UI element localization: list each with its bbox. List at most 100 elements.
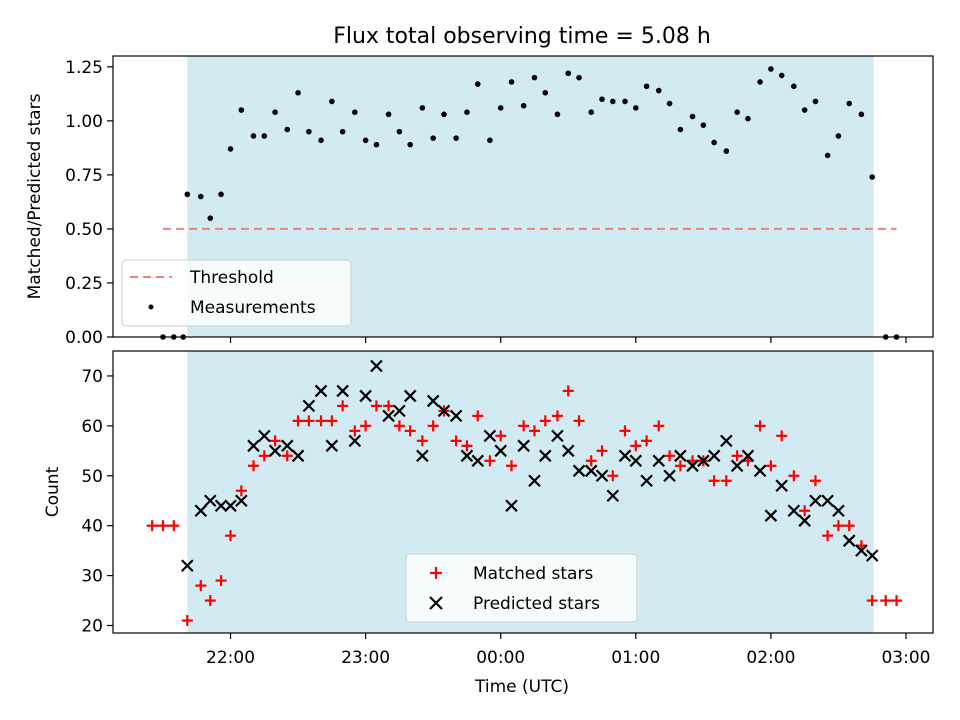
matched-star-point [450,435,462,447]
measurement-point [542,89,549,96]
matched-star-point [349,425,361,437]
matched-star-point [528,425,540,437]
measurement-point [824,152,831,159]
measurement-point [329,98,335,105]
matched-star-point [506,460,518,472]
predicted-star-point [258,429,271,443]
predicted-star-point [528,474,541,488]
matched-star-point [204,595,216,607]
predicted-star-point [247,439,260,453]
measurement-point [778,72,785,79]
bottom-y-tick-label: 20 [81,617,103,637]
top-panel: 0.00 0.25 0.50 0.75 1.00 1.25 Matched/Predict… [25,55,934,348]
matched-star-point [225,530,237,542]
measurement-point [207,215,214,221]
predicted-star-point [291,449,305,463]
measurement-point [689,113,696,120]
matched-star-point [866,595,878,607]
measurement-point [306,128,312,135]
x-axis-label: Time (UTC) [474,677,569,697]
predicted-star-point [842,534,856,547]
measurement-point [284,126,291,133]
measurement-point [554,111,561,118]
measurement-point [396,128,403,135]
matched-star-point [843,520,855,532]
predicted-star-point [370,359,383,373]
top-legend-box [121,259,352,327]
legend-predicted-swatch [429,596,443,610]
top-y-tick-label: 0.75 [65,166,103,186]
measurement-point [622,98,628,105]
predicted-star-point [618,449,632,463]
predicted-star-point [775,479,788,493]
predicted-star-point [460,449,474,463]
bottom-y-tick-label: 70 [81,367,103,387]
matched-star-point [539,415,551,427]
legend-matched-label: Matched stars [473,564,593,584]
matched-star-point [653,420,665,432]
matched-star-point [495,430,507,442]
matched-star-point [472,410,484,422]
legend-measurements-swatch [148,304,154,310]
measurement-point [565,70,572,77]
matched-star-point [607,470,619,482]
top-y-tick-label: 0.50 [65,220,103,240]
matched-star-point [596,445,608,457]
matched-star-point [641,435,653,447]
measurement-point [812,98,819,105]
measurement-point [508,79,515,85]
predicted-star-point [865,549,879,562]
measurement-point [700,122,707,128]
predicted-star-point [393,404,406,418]
predicted-star-point [855,544,868,557]
matched-star-point [551,410,563,422]
bottom-legend: Matched stars Predicted stars [405,553,638,623]
matched-star-point [630,440,642,452]
predicted-star-point [505,499,518,513]
bottom-axes-frame [112,350,934,634]
matched-star-point [404,425,416,437]
bottom-y-axis-label: Count [43,466,63,517]
predicted-star-point [707,449,721,463]
matched-star-point [195,580,207,592]
matched-star-point [247,460,259,472]
top-axes-frame [112,55,934,338]
x-tick-label: 01:00 [611,648,660,668]
predicted-star-point [314,384,328,398]
predicted-star-point [674,449,687,463]
predicted-star-point [551,429,564,443]
matched-star-point [337,400,349,412]
predicted-star-point [517,439,530,453]
predicted-star-point [741,449,755,463]
measurement-point [599,96,605,103]
measurement-point [677,126,684,133]
matched-star-point [562,385,574,397]
predicted-star-point [629,454,643,468]
chart-title: Flux total observing time = 5.08 h [333,24,711,49]
matched-star-point [832,520,844,532]
predicted-star-point [809,494,822,508]
measurement-point [362,137,369,144]
predicted-stars-series [181,359,879,572]
predicted-star-point [235,494,248,508]
x-tick-label: 02:00 [746,648,795,668]
matched-star-point [315,415,327,427]
measurement-point [373,141,380,148]
measurement-point [419,105,426,111]
predicted-star-point [268,444,282,458]
measurement-point [734,109,740,115]
measurement-point [407,141,413,148]
predicted-star-point [449,409,463,423]
predicted-star-point [416,449,429,463]
bottom-panel: 20 30 40 50 60 70 22:00 23:00 00:00 01:00 02:00 03… [43,350,934,697]
measurement-point [430,135,436,141]
matched-star-point [585,455,597,467]
matched-star-point [809,475,821,487]
measurement-point [497,105,504,111]
matched-star-point [326,415,338,427]
predicted-star-point [336,384,349,398]
measurement-point [835,133,842,139]
measurement-point [610,98,616,105]
predicted-star-point [214,499,228,513]
